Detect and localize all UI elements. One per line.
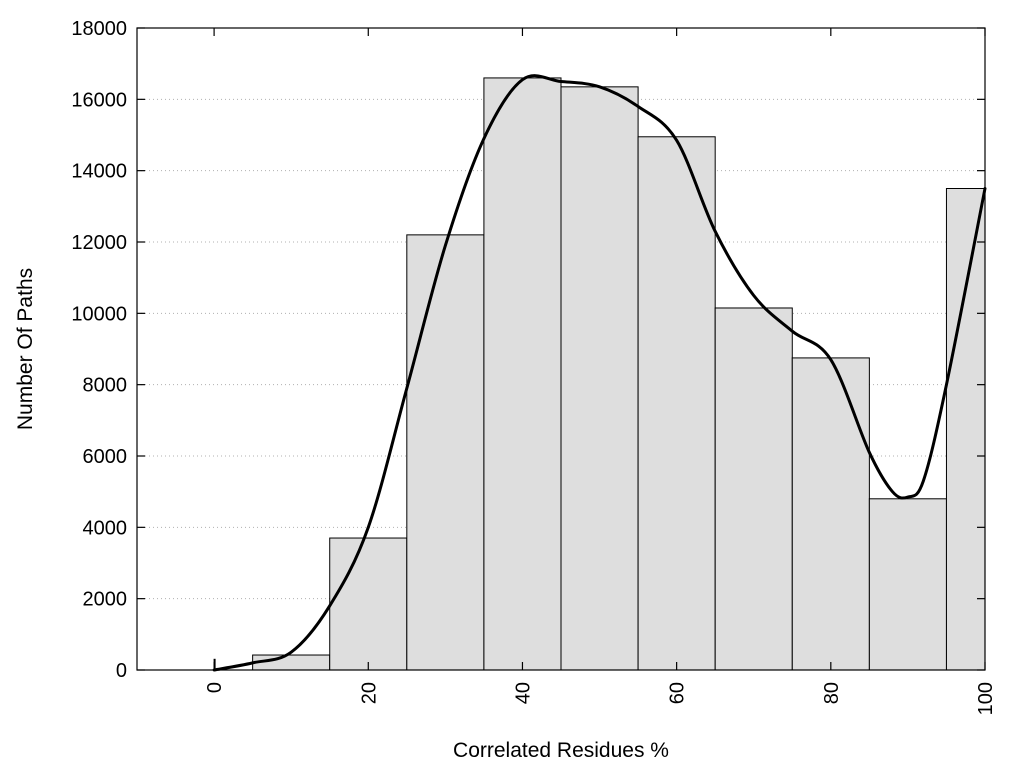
y-tick-label-8: 16000 <box>71 89 127 111</box>
density-curve-line <box>212 74 987 672</box>
bar-2 <box>329 537 408 671</box>
bar-6 <box>637 136 716 671</box>
bar-5 <box>560 86 639 671</box>
x-axis-ticks: 0 20 40 60 80 100 <box>204 28 997 715</box>
x-axis-label: Correlated Residues % <box>453 739 669 762</box>
bar-10 <box>945 188 986 671</box>
y-tick-label-1: 2000 <box>83 589 128 611</box>
x-tick-label-2: 40 <box>512 682 534 704</box>
y-tick-label-5: 10000 <box>71 303 127 325</box>
bar-9 <box>868 498 947 671</box>
y-tick-label-2: 4000 <box>83 517 128 539</box>
bar-3 <box>406 234 485 671</box>
x-tick-label-1: 20 <box>358 682 380 704</box>
x-tick-label-4: 80 <box>821 682 843 704</box>
y-axis-label: Number Of Paths <box>14 268 37 430</box>
plot-frame <box>136 27 986 671</box>
x-tick-label-0: 0 <box>204 682 226 693</box>
bars <box>213 77 986 671</box>
y-tick-label-7: 14000 <box>71 161 127 183</box>
y-tick-label-6: 12000 <box>71 232 127 254</box>
bar-4 <box>483 77 562 671</box>
x-tick-label-5: 100 <box>975 682 997 715</box>
y-tick-label-3: 6000 <box>83 446 128 468</box>
y-axis-ticks: 0 2000 4000 6000 8000 10000 12000 14000 16000 180… <box>71 18 985 682</box>
y-tick-label-0: 0 <box>116 660 127 682</box>
y-tick-label-4: 8000 <box>83 375 128 397</box>
bar-7 <box>714 307 793 671</box>
y-tick-label-9: 18000 <box>71 18 127 40</box>
density-curve <box>212 74 987 672</box>
bar-8 <box>791 357 870 671</box>
x-tick-label-3: 60 <box>667 682 689 704</box>
